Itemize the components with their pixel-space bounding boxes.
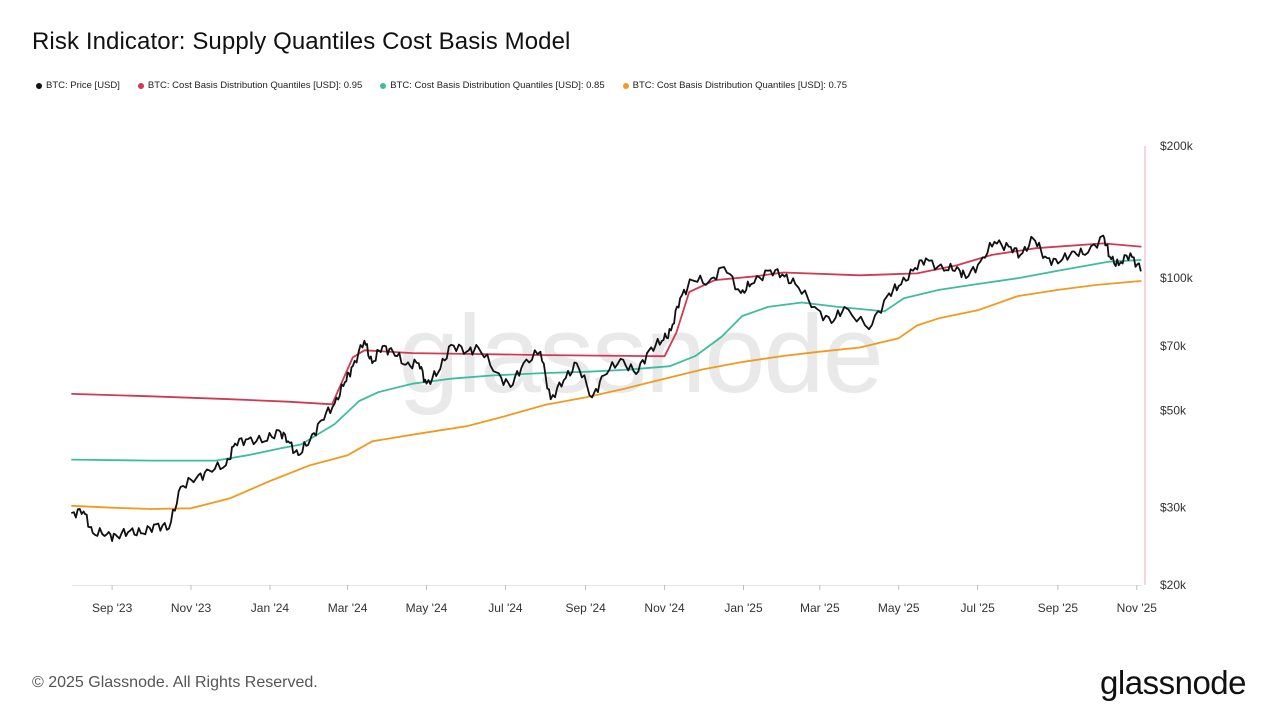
series-layer	[71, 234, 1142, 542]
x-tick-label: Jul '24	[488, 601, 523, 615]
series-line-q95	[71, 242, 1142, 406]
legend-label-q85: BTC: Cost Basis Distribution Quantiles […	[390, 80, 605, 91]
x-tick-label: Jul '25	[961, 601, 996, 615]
series-line-q75	[71, 280, 1142, 510]
legend-item-q95[interactable]: BTC: Cost Basis Distribution Quantiles […	[137, 80, 363, 91]
x-tick-label: Jan '25	[724, 601, 763, 615]
copyright-text: © 2025 Glassnode. All Rights Reserved.	[32, 674, 318, 691]
y-tick-label: $70k	[1160, 339, 1187, 353]
chart-legend: BTC: Price [USD] BTC: Cost Basis Distrib…	[36, 80, 847, 91]
legend-item-q85[interactable]: BTC: Cost Basis Distribution Quantiles […	[380, 80, 605, 91]
y-tick-label: $100k	[1160, 271, 1194, 285]
legend-dot-q75	[622, 82, 629, 89]
x-tick-label: Mar '25	[800, 601, 840, 615]
legend-label-q75: BTC: Cost Basis Distribution Quantiles […	[632, 80, 847, 91]
legend-item-price[interactable]: BTC: Price [USD]	[36, 80, 120, 91]
x-tick-label: Nov '25	[1117, 601, 1158, 615]
legend-label-q95: BTC: Cost Basis Distribution Quantiles […	[147, 80, 363, 91]
y-tick-label: $30k	[1160, 501, 1187, 515]
x-tick-label: Sep '25	[1038, 601, 1079, 615]
page-title: Risk Indicator: Supply Quantiles Cost Ba…	[32, 28, 571, 55]
x-tick-label: May '25	[878, 601, 920, 615]
axis-layer: $200k $100k $70k $50k $30k $20k Sep '23 Nov '23…	[72, 139, 1194, 615]
glassnode-logo[interactable]: glassnode	[1100, 664, 1246, 701]
y-tick-label: $20k	[1160, 578, 1187, 592]
x-tick-label: Sep '24	[565, 601, 606, 615]
series-line-price	[71, 234, 1142, 542]
x-tick-label: Sep '23	[92, 601, 133, 615]
y-tick-label: $50k	[1160, 403, 1187, 417]
legend-dot-q85	[380, 82, 387, 89]
x-tick-label: Mar '24	[328, 601, 368, 615]
legend-dot-price	[36, 82, 42, 89]
x-tick-label: May '24	[406, 601, 448, 615]
legend-label-price: BTC: Price [USD]	[46, 80, 120, 91]
legend-item-q75[interactable]: BTC: Cost Basis Distribution Quantiles […	[622, 80, 847, 91]
x-tick-label: Nov '23	[171, 601, 212, 615]
series-line-q85	[71, 259, 1142, 462]
legend-dot-q95	[137, 82, 144, 89]
y-tick-label: $200k	[1160, 139, 1194, 153]
x-tick-label: Jan '24	[251, 601, 290, 615]
x-tick-label: Nov '24	[644, 601, 685, 615]
